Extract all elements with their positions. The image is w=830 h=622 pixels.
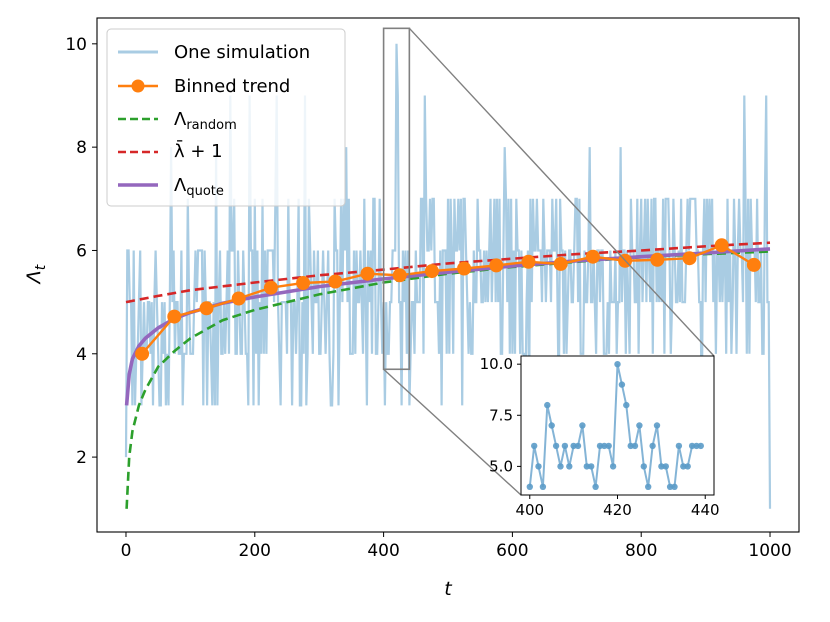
inset-point xyxy=(671,483,678,490)
binned-trend-point xyxy=(392,268,407,283)
y-axis-label: Λt xyxy=(23,264,49,285)
inset-point xyxy=(645,483,652,490)
y-tick-label: 2 xyxy=(76,448,87,468)
inset-y-tick-label: 5.0 xyxy=(489,457,513,475)
legend-label-one-simulation: One simulation xyxy=(174,42,310,63)
main-axes: 0 200 400 600 800 1000 2 4 6 8 10 xyxy=(65,35,791,561)
y-tick-label: 4 xyxy=(76,345,87,365)
inset-point xyxy=(623,401,630,409)
binned-trend-point xyxy=(135,346,150,361)
inset-point xyxy=(592,483,599,490)
inset-point xyxy=(601,442,608,450)
inset-point xyxy=(605,442,612,450)
y-tick-label: 8 xyxy=(76,138,87,158)
y-tick-label: 6 xyxy=(76,241,87,261)
inset-point xyxy=(570,442,577,450)
binned-trend-point xyxy=(231,291,246,306)
binned-trend-point xyxy=(263,280,278,295)
zoom-connector-bottom xyxy=(383,368,522,496)
inset-axes: 400 420 440 5.0 7.5 10.0 xyxy=(480,355,720,519)
binned-trend-point xyxy=(682,251,697,266)
x-tick-label: 800 xyxy=(625,541,657,561)
legend: One simulation Binned trend Λrandom λ̄ +… xyxy=(106,28,346,207)
inset-point xyxy=(535,463,542,470)
inset-point xyxy=(618,381,626,388)
inset-point xyxy=(640,463,647,470)
y-tick-label: 10 xyxy=(65,35,87,55)
inset-point xyxy=(666,483,674,490)
inset-point xyxy=(658,463,665,470)
inset-x-tick-label: 440 xyxy=(691,501,720,519)
binned-trend-point xyxy=(167,309,182,324)
legend-box xyxy=(106,28,346,207)
inset-y-tick-label: 7.5 xyxy=(489,406,513,424)
x-tick-label: 0 xyxy=(121,541,132,561)
x-tick-label: 1000 xyxy=(748,541,791,561)
binned-trend-point xyxy=(360,266,375,281)
plot-frame xyxy=(96,17,800,533)
inset-point xyxy=(688,442,696,450)
inset-point xyxy=(552,442,560,450)
inset-point xyxy=(539,483,547,490)
legend-marker-binned-trend xyxy=(131,79,145,93)
x-axis-label: t xyxy=(444,578,453,600)
binned-trend-point xyxy=(650,252,665,267)
series-layer xyxy=(124,43,772,509)
inset-point xyxy=(557,463,564,470)
binned-trend-point xyxy=(521,254,536,269)
inset-zoom-plot: 400 420 440 5.0 7.5 10.0 xyxy=(480,355,720,519)
inset-point xyxy=(662,463,669,470)
zoom-layer xyxy=(382,27,715,496)
inset-y-tick-label: 10.0 xyxy=(480,355,513,373)
inset-point xyxy=(544,401,551,409)
inset-point xyxy=(609,463,617,470)
inset-point xyxy=(680,463,687,470)
inset-point xyxy=(636,422,643,429)
binned-trend-point xyxy=(457,261,472,276)
inset-point xyxy=(588,463,595,470)
inset-series xyxy=(526,361,704,490)
binned-trend-point xyxy=(489,258,504,273)
series-lambda-bar-plus-one xyxy=(125,241,771,304)
inset-point xyxy=(531,442,538,450)
inset-point xyxy=(526,483,533,490)
inset-point xyxy=(631,442,639,450)
binned-trend-point xyxy=(553,256,568,271)
x-tick-label: 200 xyxy=(239,541,271,561)
binned-trend-point xyxy=(199,301,214,316)
x-tick-label: 400 xyxy=(367,541,399,561)
binned-trend-point xyxy=(328,274,343,289)
main-plot: 0 200 400 600 800 1000 2 4 6 8 10 t Λt xyxy=(23,17,800,600)
inset-point xyxy=(649,442,656,450)
inset-point xyxy=(566,463,573,470)
inset-point xyxy=(697,442,704,450)
inset-x-tick-label: 400 xyxy=(515,501,544,519)
inset-point xyxy=(614,361,621,368)
zoom-connector-top xyxy=(408,27,715,357)
legend-label-lambda-bar-plus-one: λ̄ + 1 xyxy=(174,140,223,162)
inset-point xyxy=(675,442,683,450)
inset-point xyxy=(579,422,586,429)
zoom-box xyxy=(382,27,411,371)
binned-trend-point xyxy=(714,238,729,253)
inset-point xyxy=(684,463,691,470)
inset-point xyxy=(548,422,555,429)
inset-point xyxy=(583,463,590,470)
inset-point xyxy=(653,422,661,429)
binned-trend-point xyxy=(296,276,311,290)
binned-trend-point xyxy=(585,249,600,264)
series-one-simulation xyxy=(124,43,772,509)
inset-point xyxy=(561,442,569,450)
x-tick-label: 600 xyxy=(496,541,528,561)
inset-point xyxy=(574,442,582,450)
binned-trend-point xyxy=(746,257,761,272)
series-lambda-random xyxy=(125,250,771,509)
binned-trend-point xyxy=(424,264,439,279)
inset-x-tick-label: 420 xyxy=(603,501,632,519)
legend-label-binned-trend: Binned trend xyxy=(174,76,290,97)
